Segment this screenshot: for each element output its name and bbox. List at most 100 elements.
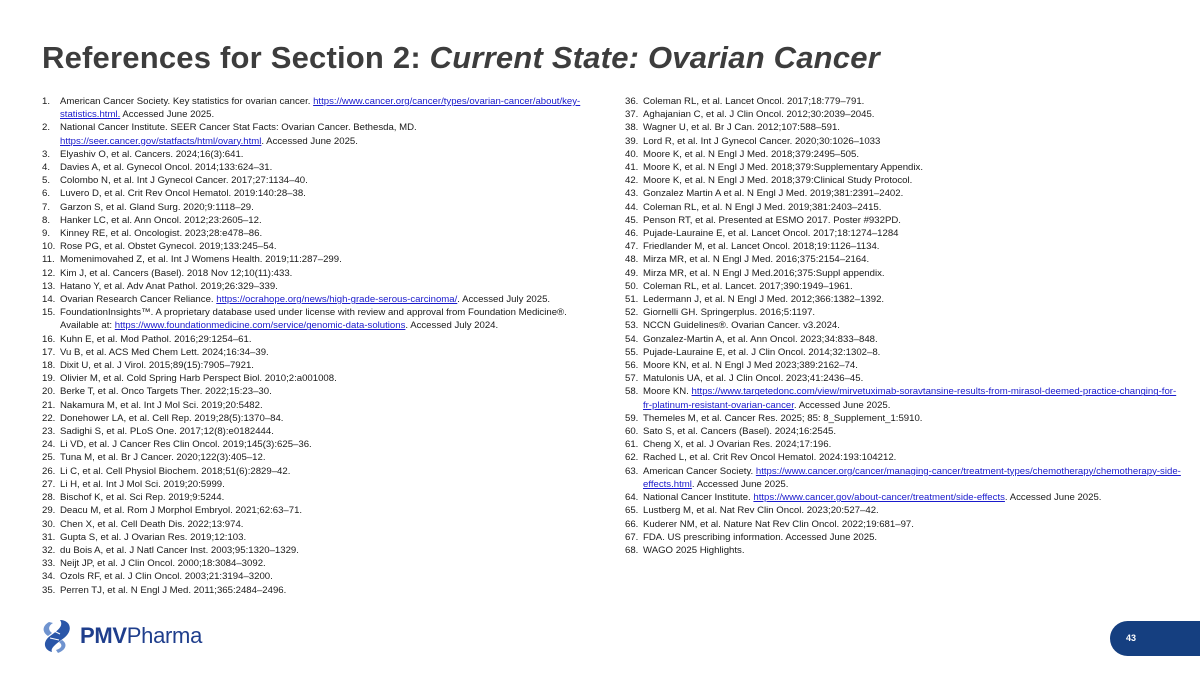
reference-number: 67. <box>625 531 639 543</box>
brand-name-bold: PMV <box>80 623 127 648</box>
reference-citation: Pujade-Lauraine E, et al. Lancet Oncol. … <box>643 228 899 240</box>
reference-citation: Kuderer NM, et al. Nature Nat Rev Clin O… <box>643 518 914 530</box>
reference-number: 17. <box>42 346 56 358</box>
reference-number: 8. <box>42 214 51 226</box>
reference-citation: Ledermann J, et al. N Engl J Med. 2012;3… <box>643 294 885 306</box>
reference-number: 63. <box>625 465 639 477</box>
reference-number: 61. <box>625 439 639 451</box>
reference-link[interactable]: https://seer.cancer.gov/statfacts/html/o… <box>60 135 262 147</box>
reference-item: 27. Li H, et al. Int J Mol Sci. 2019;20:5… <box>42 478 602 491</box>
reference-citation: Sadighi S, et al. PLoS One. 2017;12(8):e… <box>60 426 274 438</box>
reference-text: Kuhn E, et al. Mod Pathol. 2016;29:1254–… <box>60 333 602 346</box>
reference-citation: Coleman RL, et al. Lancet Oncol. 2017;18… <box>643 96 865 107</box>
reference-item: 48. Mirza MR, et al. N Engl J Med. 2016;3… <box>625 253 1185 266</box>
reference-item: 35. Perren TJ, et al. N Engl J Med. 2011;… <box>42 584 602 597</box>
reference-number: 46. <box>625 228 639 240</box>
reference-citation: Wagner U, et al. Br J Can. 2012;107:588–… <box>643 122 840 134</box>
reference-citation: Aghajanian C, et al. J Clin Oncol. 2012;… <box>643 109 875 121</box>
reference-item: 41. Moore K, et al. N Engl J Med. 2018;37… <box>625 161 1185 174</box>
reference-number: 45. <box>625 214 639 226</box>
reference-text: Kinney RE, et al. Oncologist. 2023;28:e4… <box>60 227 602 240</box>
reference-citation: Dixit U, et al. J Virol. 2015;89(15):790… <box>60 360 254 372</box>
reference-item: 12. Kim J, et al. Cancers (Basel). 2018 N… <box>42 267 602 280</box>
reference-number: 21. <box>42 399 56 411</box>
reference-link[interactable]: https://www.cancer.org/cancer/types/ovar… <box>60 96 581 121</box>
reference-number: 12. <box>42 267 56 279</box>
reference-citation: American Cancer Society. Key statistics … <box>60 96 314 107</box>
reference-item: 51. Ledermann J, et al. N Engl J Med. 201… <box>625 293 1185 306</box>
reference-number: 6. <box>42 188 51 200</box>
reference-text: Gupta S, et al. J Ovarian Res. 2019;12:1… <box>60 531 602 544</box>
reference-citation: Perren TJ, et al. N Engl J Med. 2011;365… <box>60 584 287 596</box>
reference-citation: Friedlander M, et al. Lancet Oncol. 2018… <box>643 241 880 253</box>
reference-number: 3. <box>42 148 51 160</box>
reference-citation: Li VD, et al. J Cancer Res Clin Oncol. 2… <box>60 439 312 451</box>
reference-number: 44. <box>625 201 639 213</box>
reference-text: Moore K, et al. N Engl J Med. 2018;379:2… <box>643 148 1185 161</box>
reference-item: 5. Colombo N, et al. Int J Gynecol Cancer… <box>42 174 602 187</box>
reference-number: 68. <box>625 544 639 556</box>
reference-item: 22. Donehower LA, et al. Cell Rep. 2019;2… <box>42 412 602 425</box>
reference-text: Luvero D, et al. Crit Rev Oncol Hematol.… <box>60 187 602 200</box>
reference-link[interactable]: https://www.foundationmedicine.com/servi… <box>114 320 406 332</box>
reference-number: 56. <box>625 360 639 372</box>
reference-number: 40. <box>625 148 639 160</box>
reference-citation: Li C, et al. Cell Physiol Biochem. 2018;… <box>60 465 291 477</box>
reference-citation: Ozols RF, et al. J Clin Oncol. 2003;21:3… <box>60 571 273 583</box>
reference-item: 44. Coleman RL, et al. N Engl J Med. 2019… <box>625 201 1185 214</box>
reference-item: 36. Coleman RL, et al. Lancet Oncol. 2017… <box>625 95 1185 108</box>
reference-text: Cheng X, et al. J Ovarian Res. 2024;17:1… <box>643 438 1185 451</box>
brand-name-rest: Pharma <box>126 623 203 648</box>
brand-name: PMVPharma <box>80 623 202 649</box>
reference-text: Dixit U, et al. J Virol. 2015;89(15):790… <box>60 359 602 372</box>
reference-text: Kuderer NM, et al. Nature Nat Rev Clin O… <box>643 518 1185 531</box>
reference-number: 53. <box>625 320 639 332</box>
reference-number: 50. <box>625 280 639 292</box>
reference-text: Rose PG, et al. Obstet Gynecol. 2019;133… <box>60 240 602 253</box>
reference-item: 6. Luvero D, et al. Crit Rev Oncol Hemato… <box>42 187 602 200</box>
reference-number: 41. <box>625 162 639 174</box>
reference-text: Ovarian Research Cancer Reliance. https:… <box>60 293 602 306</box>
reference-number: 29. <box>42 505 56 517</box>
reference-text: Perren TJ, et al. N Engl J Med. 2011;365… <box>60 584 602 597</box>
reference-citation: Bischof K, et al. Sci Rep. 2019;9:5244. <box>60 492 225 504</box>
reference-number: 34. <box>42 571 56 583</box>
reference-number: 15. <box>42 307 56 319</box>
reference-item: 10. Rose PG, et al. Obstet Gynecol. 2019;… <box>42 240 602 253</box>
reference-citation: Ovarian Research Cancer Reliance. <box>60 294 217 306</box>
reference-citation: Nakamura M, et al. Int J Mol Sci. 2019;2… <box>60 399 263 411</box>
reference-text: Coleman RL, et al. Lancet Oncol. 2017;18… <box>643 95 1185 108</box>
reference-number: 59. <box>625 412 639 424</box>
reference-item: 34. Ozols RF, et al. J Clin Oncol. 2003;2… <box>42 570 602 583</box>
reference-number: 25. <box>42 452 56 464</box>
reference-citation: FoundationInsights™. A proprietary datab… <box>60 307 567 332</box>
reference-link[interactable]: https://www.cancer.org/cancer/managing-c… <box>643 465 1181 490</box>
reference-text: FDA. US prescribing information. Accesse… <box>643 531 1185 544</box>
reference-citation: Donehower LA, et al. Cell Rep. 2019;28(5… <box>60 412 284 424</box>
reference-number: 49. <box>625 267 639 279</box>
reference-item: 31. Gupta S, et al. J Ovarian Res. 2019;1… <box>42 531 602 544</box>
reference-item: 45. Penson RT, et al. Presented at ESMO 2… <box>625 214 1185 227</box>
reference-item: 25. Tuna M, et al. Br J Cancer. 2020;122(… <box>42 451 602 464</box>
reference-link[interactable]: https://ocrahope.org/news/high-grade-ser… <box>216 294 458 306</box>
reference-item: 15. FoundationInsights™. A proprietary da… <box>42 306 602 332</box>
references-list-left: 1. American Cancer Society. Key statistic… <box>42 95 602 597</box>
reference-text: Lord R, et al. Int J Gynecol Cancer. 202… <box>643 135 1185 148</box>
reference-number: 16. <box>42 333 56 345</box>
reference-number: 54. <box>625 333 639 345</box>
reference-accessed: . Accessed June 2025. <box>691 478 789 490</box>
reference-item: 23. Sadighi S, et al. PLoS One. 2017;12(8… <box>42 425 602 438</box>
reference-item: 38. Wagner U, et al. Br J Can. 2012;107:5… <box>625 121 1185 134</box>
reference-number: 37. <box>625 109 639 121</box>
reference-text: Vu B, et al. ACS Med Chem Lett. 2024;16:… <box>60 346 602 359</box>
reference-item: 9. Kinney RE, et al. Oncologist. 2023;28:… <box>42 227 602 240</box>
reference-link[interactable]: https://www.targetedonc.com/view/mirvetu… <box>643 386 1177 411</box>
reference-link[interactable]: https://www.cancer.gov/about-cancer/trea… <box>753 492 1005 504</box>
reference-item: 29. Deacu M, et al. Rom J Morphol Embryol… <box>42 504 602 517</box>
reference-text: National Cancer Institute. https://www.c… <box>643 491 1185 504</box>
reference-item: 64. National Cancer Institute. https://ww… <box>625 491 1185 504</box>
reference-citation: Gonzalez-Martin A, et al. Ann Oncol. 202… <box>643 333 878 345</box>
reference-item: 67. FDA. US prescribing information. Acce… <box>625 531 1185 544</box>
reference-item: 65. Lustberg M, et al. Nat Rev Clin Oncol… <box>625 504 1185 517</box>
reference-citation: NCCN Guidelines®. Ovarian Cancer. v3.202… <box>643 320 840 332</box>
